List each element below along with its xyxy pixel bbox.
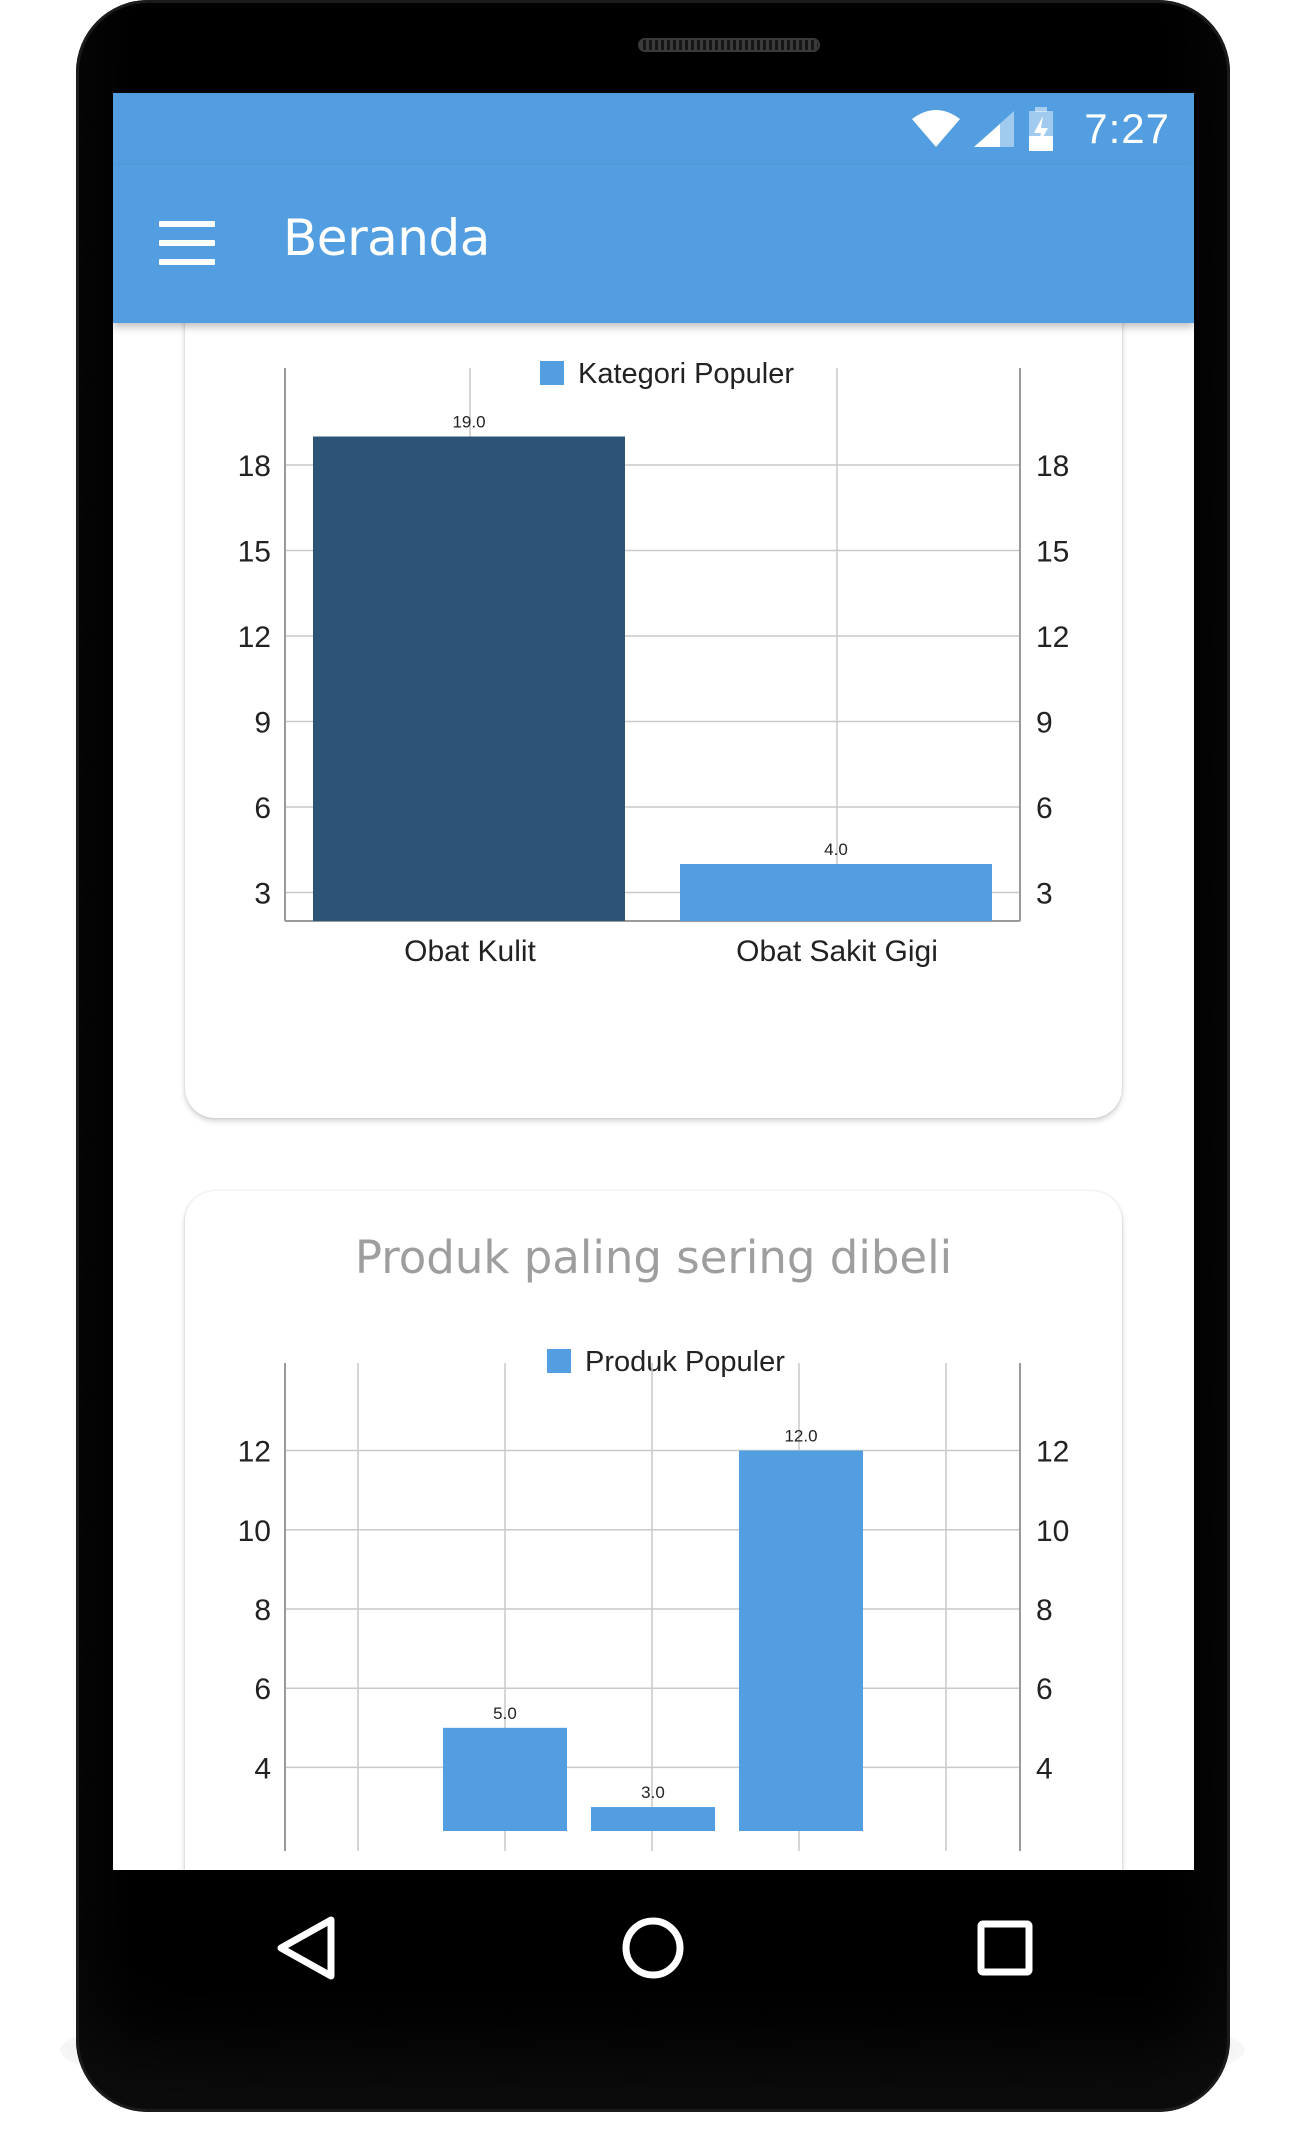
y-tick-label-left: 12 bbox=[238, 621, 271, 654]
y-tick-label-right: 15 bbox=[1036, 536, 1069, 569]
home-circle-icon[interactable] bbox=[603, 1898, 703, 1998]
y-tick-label-left: 15 bbox=[238, 536, 271, 569]
popular-category-chart: Kategori Populer 3 3 6 6 9 9 12 12 15 15 18 18 19.0 4.… bbox=[238, 358, 1070, 968]
y-tick-label-left: 3 bbox=[254, 878, 271, 911]
y-tick-label-left: 18 bbox=[238, 450, 271, 483]
card-title: Produk paling sering dibeli bbox=[354, 1231, 953, 1284]
y-tick-label-right: 8 bbox=[1036, 1594, 1053, 1627]
y-tick-label-right: 3 bbox=[1036, 878, 1053, 911]
popular-category-card: Kategori Populer 3 3 6 6 9 9 12 12 15 15 18 18 19.0 4.… bbox=[185, 243, 1122, 1118]
y-tick-label-right: 6 bbox=[1036, 1673, 1053, 1706]
bar-value-label: 12.0 bbox=[784, 1427, 817, 1446]
y-tick-label-right: 9 bbox=[1036, 707, 1053, 740]
page-title: Beranda bbox=[283, 209, 490, 267]
navigation-bar bbox=[113, 1870, 1194, 2020]
y-tick-label-right: 6 bbox=[1036, 792, 1053, 825]
bar bbox=[313, 436, 625, 921]
y-tick-label-right: 10 bbox=[1036, 1515, 1069, 1548]
x-category-label: Obat Kulit bbox=[404, 935, 536, 968]
cell-signal-icon bbox=[974, 111, 1015, 147]
bar bbox=[680, 864, 992, 921]
x-category-label: Obat Sakit Gigi bbox=[736, 935, 938, 968]
bar-value-label: 3.0 bbox=[641, 1783, 665, 1802]
bar-value-label: 19.0 bbox=[452, 413, 485, 432]
back-triangle-icon[interactable] bbox=[253, 1898, 353, 1998]
y-tick-label-left: 6 bbox=[254, 792, 271, 825]
popular-product-card: Produk paling sering dibeli Produk Popul… bbox=[185, 1191, 1122, 1870]
app-bar: Beranda bbox=[113, 165, 1194, 323]
bar bbox=[591, 1807, 715, 1831]
y-tick-label-left: 10 bbox=[238, 1515, 271, 1548]
bar-value-label: 4.0 bbox=[824, 840, 848, 859]
legend-swatch bbox=[547, 1349, 571, 1373]
bar bbox=[739, 1450, 863, 1831]
wifi-icon bbox=[912, 110, 961, 147]
legend-label: Produk Populer bbox=[585, 1346, 785, 1378]
y-tick-label-left: 8 bbox=[254, 1594, 271, 1627]
y-tick-label-left: 4 bbox=[254, 1752, 271, 1785]
y-tick-label-right: 12 bbox=[1036, 621, 1069, 654]
bar bbox=[443, 1727, 567, 1831]
y-tick-label-right: 12 bbox=[1036, 1436, 1069, 1469]
y-tick-label-left: 12 bbox=[238, 1436, 271, 1469]
y-tick-label-left: 6 bbox=[254, 1673, 271, 1706]
clock-time: 7:27 bbox=[1084, 105, 1170, 152]
legend-swatch bbox=[540, 361, 564, 385]
y-tick-label-left: 9 bbox=[254, 707, 271, 740]
status-icons: 7:27 bbox=[910, 105, 1170, 153]
battery-charging-icon bbox=[1029, 107, 1054, 151]
legend-label: Kategori Populer bbox=[578, 358, 794, 390]
hamburger-menu-icon[interactable] bbox=[159, 217, 215, 273]
earpiece-speaker bbox=[638, 38, 820, 52]
status-bar: 7:27 bbox=[113, 93, 1194, 165]
screen: 7:27 Beranda Kategori Populer 3 3 6 6 9 9 12 12 1… bbox=[113, 93, 1194, 1870]
recents-square-icon[interactable] bbox=[955, 1898, 1055, 1998]
popular-product-chart: Produk Populer 4 4 6 6 8 8 10 10 12 12 5.0 3.0 12.0 bbox=[238, 1346, 1069, 1851]
y-tick-label-right: 4 bbox=[1036, 1752, 1053, 1785]
bar-value-label: 5.0 bbox=[493, 1704, 517, 1723]
y-tick-label-right: 18 bbox=[1036, 450, 1069, 483]
